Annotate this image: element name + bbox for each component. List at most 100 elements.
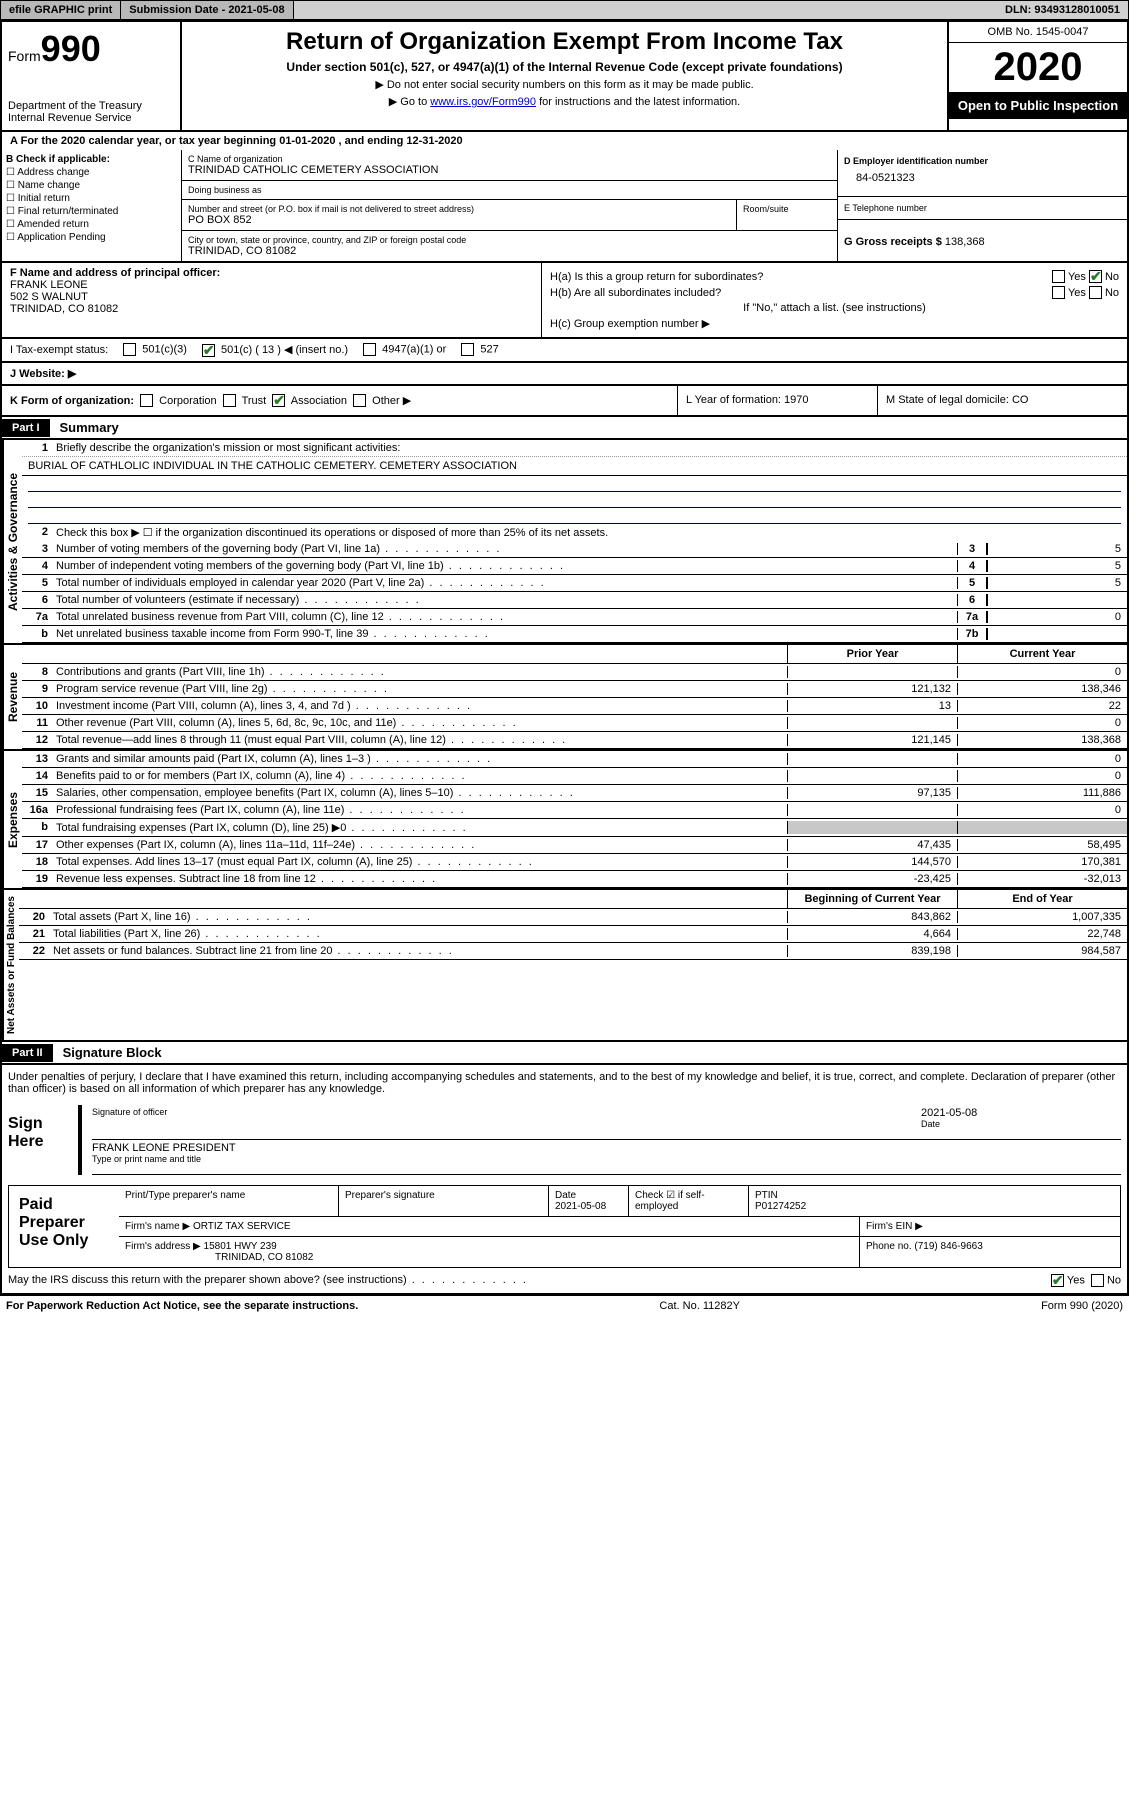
- ha-no[interactable]: [1089, 270, 1102, 283]
- opt-final-return[interactable]: ☐ Final return/terminated: [6, 206, 177, 217]
- form-label: Form: [8, 48, 41, 64]
- ha-yes[interactable]: [1052, 270, 1065, 283]
- officer-name: FRANK LEONE: [10, 279, 533, 291]
- hb-label: H(b) Are all subordinates included?: [550, 287, 1049, 299]
- firm-name-label: Firm's name ▶: [125, 1221, 190, 1232]
- opt-name-change[interactable]: ☐ Name change: [6, 180, 177, 191]
- chk-corp[interactable]: [140, 394, 153, 407]
- irs-link[interactable]: www.irs.gov/Form990: [430, 96, 536, 108]
- chk-trust[interactable]: [223, 394, 236, 407]
- street-label: Number and street (or P.O. box if mail i…: [188, 204, 730, 214]
- state-domicile: M State of legal domicile: CO: [877, 386, 1127, 416]
- declaration-text: Under penalties of perjury, I declare th…: [8, 1071, 1121, 1095]
- officer-addr2: TRINIDAD, CO 81082: [10, 303, 533, 315]
- submission-button[interactable]: Submission Date - 2021-05-08: [121, 1, 293, 19]
- chk-assoc[interactable]: [272, 394, 285, 407]
- opt-initial-return[interactable]: ☐ Initial return: [6, 193, 177, 204]
- prior-year-hdr: Prior Year: [787, 645, 957, 663]
- open-inspection: Open to Public Inspection: [949, 92, 1127, 119]
- form-header: Form990 Department of the Treasury Inter…: [0, 20, 1129, 132]
- current-year-hdr: Current Year: [957, 645, 1127, 663]
- firm-addr2: TRINIDAD, CO 81082: [215, 1252, 313, 1263]
- prep-sig-label: Preparer's signature: [339, 1186, 549, 1216]
- sig-date: 2021-05-08: [921, 1107, 1121, 1119]
- discuss-no[interactable]: [1091, 1274, 1104, 1287]
- firm-addr-label: Firm's address ▶: [125, 1241, 201, 1252]
- activities-block: Activities & Governance 1Briefly describ…: [0, 440, 1129, 645]
- activities-vlabel: Activities & Governance: [2, 440, 22, 643]
- top-bar: efile GRAPHIC print Submission Date - 20…: [0, 0, 1129, 20]
- officer-addr1: 502 S WALNUT: [10, 291, 533, 303]
- footer-mid: Cat. No. 11282Y: [659, 1300, 740, 1312]
- mission-text: BURIAL OF CATHLOLIC INDIVIDUAL IN THE CA…: [22, 457, 1127, 476]
- chk-501c[interactable]: [202, 344, 215, 357]
- name-label: C Name of organization: [188, 154, 831, 164]
- row-k: K Form of organization: Corporation Trus…: [0, 386, 1129, 418]
- period-line: A For the 2020 calendar year, or tax yea…: [0, 132, 1129, 150]
- footer-left: For Paperwork Reduction Act Notice, see …: [6, 1300, 358, 1312]
- hb-yes[interactable]: [1052, 286, 1065, 299]
- part2-badge: Part II: [2, 1044, 53, 1062]
- opt-amended[interactable]: ☐ Amended return: [6, 219, 177, 230]
- section-b-through-g: B Check if applicable: ☐ Address change …: [0, 150, 1129, 263]
- chk-501c3[interactable]: [123, 343, 136, 356]
- part1-header: Part I Summary: [0, 417, 1129, 440]
- period-text: For the 2020 calendar year, or tax year …: [21, 135, 463, 147]
- discuss-text: May the IRS discuss this return with the…: [8, 1274, 1048, 1287]
- part1-badge: Part I: [2, 419, 50, 437]
- row-j: J Website: ▶: [0, 363, 1129, 386]
- gross-value: 138,368: [945, 236, 985, 248]
- part1-title: Summary: [50, 417, 129, 438]
- street-value: PO BOX 852: [188, 214, 730, 226]
- prep-date-label: Date: [555, 1190, 576, 1201]
- dba-label: Doing business as: [188, 185, 831, 195]
- year-formation: L Year of formation: 1970: [677, 386, 877, 416]
- phone-label: E Telephone number: [844, 203, 1121, 213]
- hb-no[interactable]: [1089, 286, 1102, 299]
- org-name: TRINIDAD CATHOLIC CEMETERY ASSOCIATION: [188, 164, 831, 176]
- website-label: J Website: ▶: [10, 367, 76, 380]
- expenses-vlabel: Expenses: [2, 751, 22, 888]
- discuss-yes[interactable]: [1051, 1274, 1064, 1287]
- box-b-label: B Check if applicable:: [6, 154, 177, 165]
- dln-label: DLN: 93493128010051: [997, 1, 1128, 19]
- form-num: 990: [41, 28, 101, 69]
- date-label: Date: [921, 1119, 940, 1129]
- form-number: Form990: [8, 28, 174, 70]
- city-label: City or town, state or province, country…: [188, 235, 831, 245]
- officer-printed: FRANK LEONE PRESIDENT: [92, 1142, 1121, 1154]
- gross-label: G Gross receipts $: [844, 236, 942, 248]
- form-subtitle: Under section 501(c), 527, or 4947(a)(1)…: [188, 60, 941, 74]
- firm-name: ORTIZ TAX SERVICE: [193, 1221, 291, 1232]
- sign-here-label: Sign Here: [8, 1105, 78, 1175]
- expenses-block: Expenses 13Grants and similar amounts pa…: [0, 751, 1129, 890]
- ein-value: 84-0521323: [844, 166, 1121, 190]
- revenue-vlabel: Revenue: [2, 645, 22, 749]
- officer-type-label: Type or print name and title: [92, 1154, 201, 1164]
- form-title: Return of Organization Exempt From Incom…: [188, 28, 941, 56]
- chk-4947[interactable]: [363, 343, 376, 356]
- row-i: I Tax-exempt status: 501(c)(3) 501(c) ( …: [0, 339, 1129, 363]
- room-label: Room/suite: [743, 204, 831, 214]
- footer: For Paperwork Reduction Act Notice, see …: [0, 1295, 1129, 1316]
- omb-number: OMB No. 1545-0047: [949, 22, 1127, 43]
- q2-text: Check this box ▶ ☐ if the organization d…: [56, 526, 1127, 539]
- efile-button[interactable]: efile GRAPHIC print: [1, 1, 121, 19]
- note-post: for instructions and the latest informat…: [536, 96, 740, 108]
- firm-addr: 15801 HWY 239: [204, 1241, 277, 1252]
- firm-ein-label: Firm's EIN ▶: [860, 1217, 1120, 1236]
- officer-label: F Name and address of principal officer:: [10, 267, 533, 279]
- netassets-vlabel: Net Assets or Fund Balances: [2, 890, 19, 1040]
- ein-label: D Employer identification number: [844, 156, 1121, 166]
- note-ssn: ▶ Do not enter social security numbers o…: [188, 78, 941, 91]
- prep-date: 2021-05-08: [555, 1201, 606, 1212]
- firm-phone: (719) 846-9663: [914, 1241, 982, 1252]
- opt-pending[interactable]: ☐ Application Pending: [6, 232, 177, 243]
- chk-other[interactable]: [353, 394, 366, 407]
- city-value: TRINIDAD, CO 81082: [188, 245, 831, 257]
- ha-label: H(a) Is this a group return for subordin…: [550, 271, 1049, 283]
- department-label: Department of the Treasury Internal Reve…: [8, 100, 174, 124]
- note-pre: ▶ Go to: [389, 96, 430, 108]
- opt-address-change[interactable]: ☐ Address change: [6, 167, 177, 178]
- chk-527[interactable]: [461, 343, 474, 356]
